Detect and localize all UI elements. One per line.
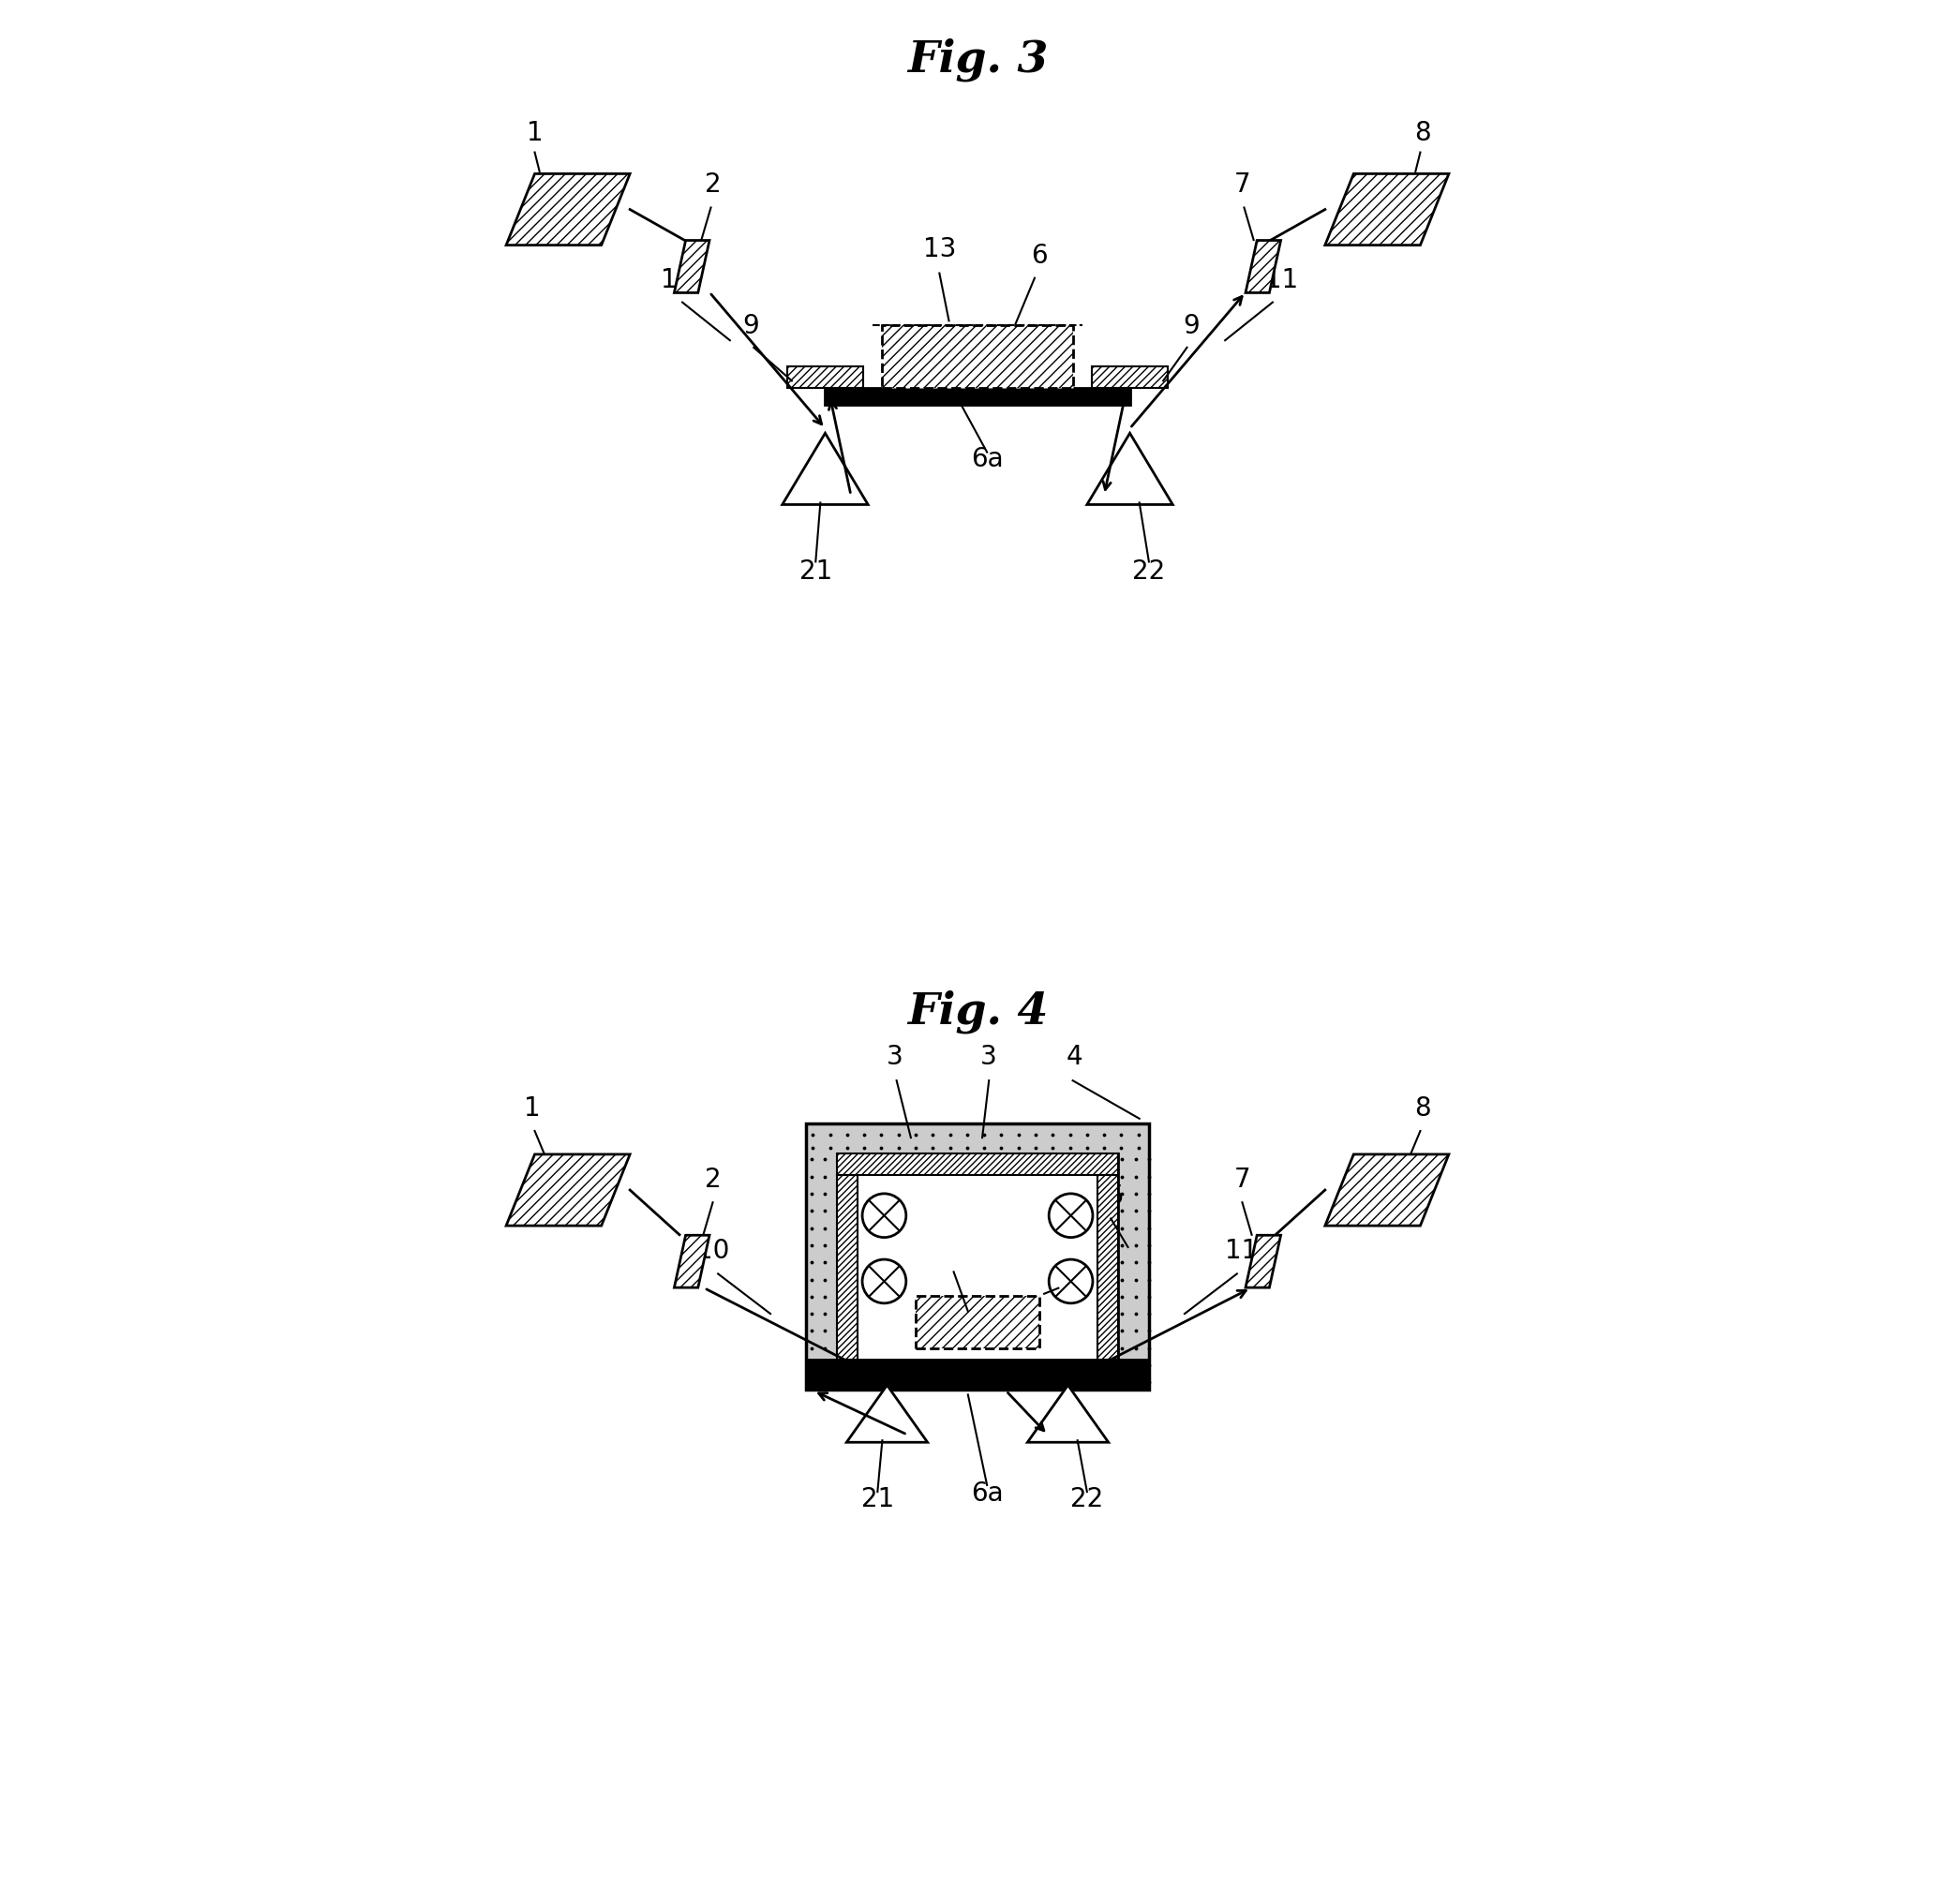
Bar	[837, 1154, 1118, 1359]
Bar	[825, 388, 1130, 406]
Bar	[1091, 366, 1167, 388]
Bar	[805, 1359, 1150, 1390]
Polygon shape	[506, 173, 630, 246]
Circle shape	[862, 1194, 905, 1238]
Text: 1: 1	[526, 120, 543, 147]
Bar	[915, 1295, 1040, 1348]
Text: 9: 9	[1183, 312, 1200, 339]
Text: 13: 13	[934, 1236, 968, 1260]
Text: Fig. 3: Fig. 3	[907, 38, 1048, 82]
Bar	[882, 326, 1073, 388]
Text: 11: 11	[1226, 1238, 1259, 1264]
Text: 11: 11	[1265, 267, 1298, 293]
Text: 7: 7	[1234, 171, 1251, 198]
Bar	[1097, 1175, 1118, 1359]
Text: 3: 3	[886, 1043, 903, 1070]
Polygon shape	[1325, 1154, 1449, 1226]
Bar	[837, 1154, 1118, 1175]
Polygon shape	[674, 1236, 710, 1287]
Text: 3: 3	[981, 1043, 997, 1070]
Text: 7: 7	[1234, 1167, 1251, 1192]
Text: 4: 4	[1065, 1043, 1083, 1070]
Text: 5: 5	[1107, 1184, 1124, 1209]
Circle shape	[862, 1259, 905, 1302]
Text: 21: 21	[860, 1487, 893, 1512]
Bar	[837, 1175, 858, 1359]
Text: 1: 1	[524, 1095, 540, 1121]
Circle shape	[1050, 1259, 1093, 1302]
Bar	[788, 366, 864, 388]
Text: 22: 22	[1071, 1487, 1103, 1512]
Text: 8: 8	[1413, 1095, 1431, 1121]
Text: 10: 10	[696, 1238, 729, 1264]
Text: 13: 13	[923, 236, 956, 263]
Text: 22: 22	[1132, 558, 1165, 585]
Bar	[882, 326, 1073, 388]
Polygon shape	[1245, 1236, 1281, 1287]
Bar	[805, 1123, 1150, 1390]
Text: 6a: 6a	[972, 1481, 1003, 1506]
Polygon shape	[1325, 173, 1449, 246]
Polygon shape	[1087, 434, 1173, 505]
Polygon shape	[1028, 1386, 1108, 1443]
Text: 6: 6	[1030, 244, 1048, 268]
Polygon shape	[847, 1386, 927, 1443]
Text: 2: 2	[704, 171, 721, 198]
Polygon shape	[674, 240, 710, 293]
Text: 9: 9	[743, 312, 759, 339]
Text: 10: 10	[661, 267, 694, 293]
Polygon shape	[506, 1154, 630, 1226]
Text: Fig. 4: Fig. 4	[907, 990, 1048, 1034]
Text: 6: 6	[1056, 1255, 1071, 1279]
Bar	[915, 1295, 1040, 1348]
Text: 6a: 6a	[972, 446, 1003, 472]
Text: 21: 21	[800, 558, 833, 585]
Text: 2: 2	[704, 1167, 721, 1192]
Polygon shape	[1245, 240, 1281, 293]
Polygon shape	[782, 434, 868, 505]
Circle shape	[1050, 1194, 1093, 1238]
Text: 8: 8	[1413, 120, 1431, 147]
